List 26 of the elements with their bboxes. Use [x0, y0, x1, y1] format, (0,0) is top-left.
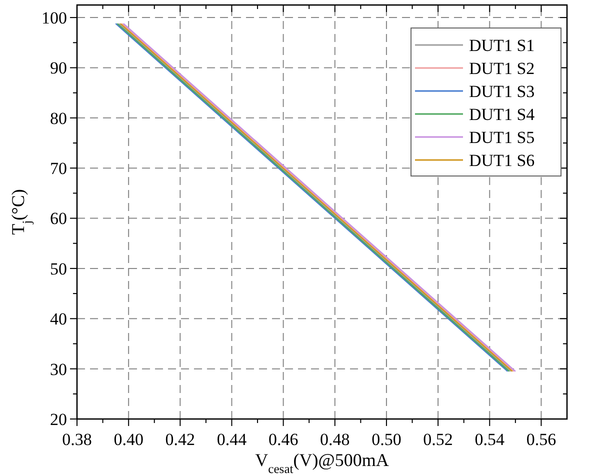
legend-label: DUT1 S1 [469, 36, 535, 55]
y-tick-label: 60 [50, 209, 67, 228]
x-tick-label: 0.44 [216, 430, 248, 449]
y-tick-label: 100 [42, 8, 67, 28]
y-tick-label: 40 [50, 310, 67, 329]
y-tick-label: 30 [50, 360, 67, 379]
legend-label: DUT1 S5 [469, 128, 535, 147]
y-tick-label: 50 [50, 259, 67, 278]
x-tick-label: 0.54 [474, 430, 506, 449]
y-tick-label: 80 [50, 108, 67, 128]
legend-label: DUT1 S4 [469, 104, 536, 124]
x-axis-title: V$_{cesat}$(V)@500mA [255, 450, 389, 474]
legend-label: DUT1 S3 [469, 82, 535, 101]
y-tick-label: 20 [50, 410, 67, 429]
x-tick-label: 0.38 [62, 430, 92, 449]
x-tick-label: 0.42 [165, 430, 196, 449]
legend-label: DUT1 S2 [469, 58, 535, 78]
x-tick-label: 0.48 [320, 430, 350, 449]
x-tick-label: 0.50 [372, 430, 402, 449]
legend-label: DUT1 S6 [469, 150, 535, 170]
y-tick-label: 70 [50, 159, 67, 178]
y-tick-label: 90 [50, 58, 67, 78]
x-tick-label: 0.52 [423, 430, 453, 449]
x-tick-label: 0.40 [114, 430, 144, 449]
x-tick-label: 0.56 [526, 430, 556, 449]
x-tick-label: 0.46 [268, 430, 298, 449]
